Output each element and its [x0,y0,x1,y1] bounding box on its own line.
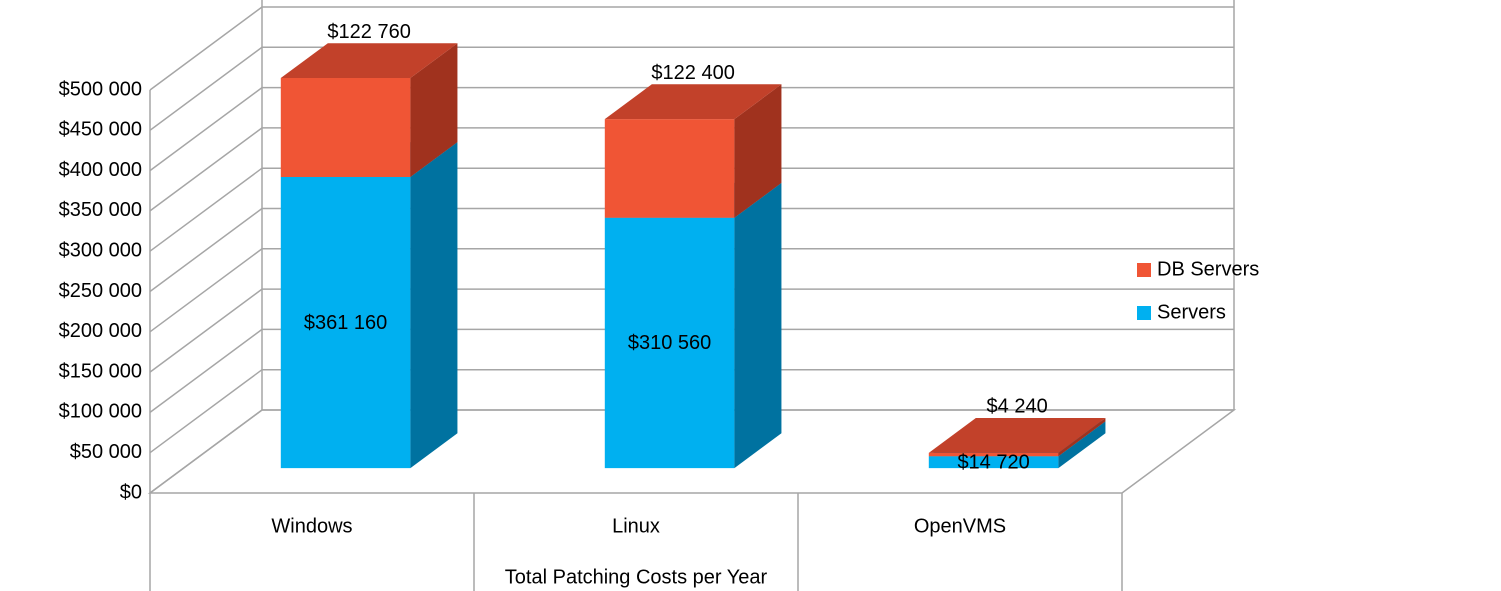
bar-segment [280,43,458,178]
bar-front [604,217,735,469]
y-tick-label: $350 000 [59,199,142,221]
bar-front [280,78,411,178]
y-tick-label: $50 000 [70,441,142,463]
legend-label: Servers [1157,301,1226,323]
legend-swatch [1137,263,1151,277]
bar-top [604,84,782,120]
legend-label: DB Servers [1157,258,1259,280]
bar-side [1058,417,1106,457]
y-tick-label: $300 000 [59,239,142,261]
y-tick-label: $0 [120,481,142,503]
y-tick-label: $450 000 [59,119,142,141]
value-label: $4 240 [987,396,1048,418]
x-tick-label: Windows [271,515,352,537]
bar-top [280,43,458,79]
value-label: $310 560 [628,332,711,354]
y-tick-label: $150 000 [59,360,142,382]
x-axis-label: Total Patching Costs per Year [505,566,768,588]
y-tick-label: $500 000 [59,78,142,100]
bar-front [604,119,735,218]
y-tick-label: $400 000 [59,159,142,181]
bar-side [734,84,782,218]
value-label: $14 720 [957,451,1029,473]
x-tick-label: Linux [612,515,660,537]
bar-side [1058,421,1106,469]
y-tick-label: $100 000 [59,401,142,423]
bar-segment [604,182,782,469]
bar-side [734,182,782,469]
bar-top [928,417,1106,453]
y-tick-label: $250 000 [59,280,142,302]
y-tick-label: $200 000 [59,320,142,342]
legend-swatch [1137,306,1151,320]
bar-side [410,142,458,469]
bar-front [280,177,411,469]
bar-front [928,452,1059,457]
bar-segment [280,142,458,469]
bar-side [410,43,458,178]
x-tick-label: OpenVMS [914,515,1006,537]
bar-segment [604,84,782,218]
bar-front [928,456,1059,469]
value-label: $122 400 [651,62,734,84]
value-label: $122 760 [327,21,410,43]
bar-segment [928,417,1106,457]
value-label: $361 160 [304,312,387,334]
